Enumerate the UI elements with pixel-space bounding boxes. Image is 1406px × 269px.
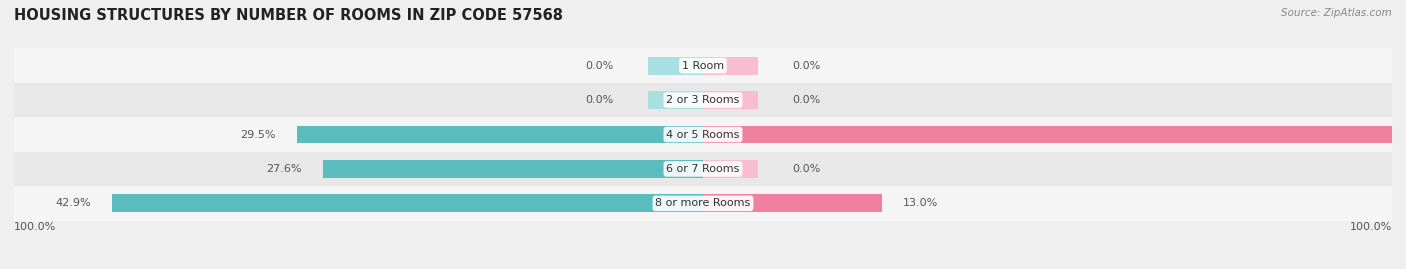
- Bar: [14, 117, 1392, 152]
- Text: HOUSING STRUCTURES BY NUMBER OF ROOMS IN ZIP CODE 57568: HOUSING STRUCTURES BY NUMBER OF ROOMS IN…: [14, 8, 562, 23]
- Bar: [323, 160, 703, 178]
- Text: 2 or 3 Rooms: 2 or 3 Rooms: [666, 95, 740, 105]
- Text: Source: ZipAtlas.com: Source: ZipAtlas.com: [1281, 8, 1392, 18]
- Bar: [648, 57, 703, 75]
- Text: 4 or 5 Rooms: 4 or 5 Rooms: [666, 129, 740, 140]
- Text: 100.0%: 100.0%: [14, 222, 56, 232]
- Text: 100.0%: 100.0%: [1350, 222, 1392, 232]
- Text: 29.5%: 29.5%: [240, 129, 276, 140]
- Bar: [14, 152, 1392, 186]
- Bar: [14, 48, 1392, 83]
- Bar: [14, 83, 1392, 117]
- Bar: [703, 160, 758, 178]
- Bar: [703, 126, 1406, 143]
- Bar: [703, 57, 758, 75]
- Bar: [297, 126, 703, 143]
- Bar: [703, 91, 758, 109]
- Bar: [112, 194, 703, 212]
- Bar: [648, 91, 703, 109]
- Text: 0.0%: 0.0%: [793, 61, 821, 71]
- Text: 1 Room: 1 Room: [682, 61, 724, 71]
- Text: 6 or 7 Rooms: 6 or 7 Rooms: [666, 164, 740, 174]
- Text: 8 or more Rooms: 8 or more Rooms: [655, 198, 751, 208]
- Bar: [14, 186, 1392, 221]
- Text: 0.0%: 0.0%: [793, 95, 821, 105]
- Text: 0.0%: 0.0%: [793, 164, 821, 174]
- Text: 0.0%: 0.0%: [585, 95, 613, 105]
- Text: 0.0%: 0.0%: [585, 61, 613, 71]
- Text: 27.6%: 27.6%: [267, 164, 302, 174]
- Text: 42.9%: 42.9%: [56, 198, 91, 208]
- Text: 13.0%: 13.0%: [903, 198, 938, 208]
- Bar: [703, 194, 882, 212]
